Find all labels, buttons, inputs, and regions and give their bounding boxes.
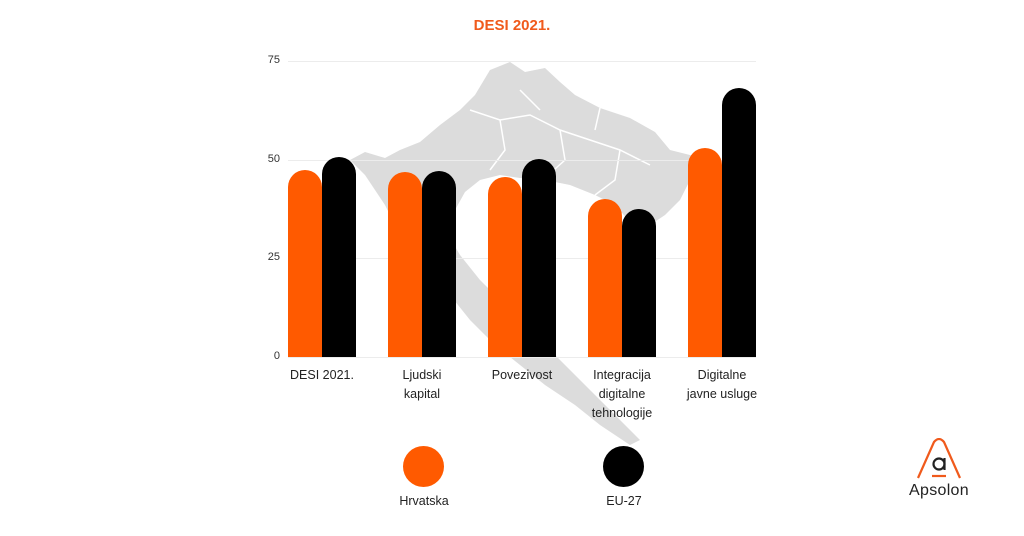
legend-label-eu27: EU-27	[606, 494, 642, 508]
bar-hrvatska-2	[488, 177, 522, 357]
bar-hrvatska-0	[288, 169, 322, 357]
x-axis-label: Ljudski kapital	[402, 368, 442, 401]
bar-eu-27-1	[422, 171, 456, 357]
plot-area	[288, 61, 756, 358]
x-axis-label: Integracija digitalne tehnologije	[591, 368, 653, 420]
bar-eu-27-4	[722, 88, 756, 357]
legend-swatch-hrvatska	[403, 446, 444, 487]
bar-hrvatska-4	[688, 148, 722, 357]
gridline-50	[288, 159, 756, 161]
x-axis-label: Digitalne javne usluge	[686, 368, 758, 401]
bar-eu-27-3	[622, 208, 656, 357]
apsolon-logo-icon	[916, 438, 962, 479]
gridline-0	[288, 357, 756, 358]
bar-eu-27-2	[522, 158, 556, 357]
y-axis-tick: 25	[267, 251, 280, 264]
x-axis-label: Povezivost	[491, 368, 553, 382]
gridline-75	[288, 61, 756, 62]
x-axis-label: DESI 2021.	[290, 368, 354, 382]
legend-label-hrvatska: Hrvatska	[399, 494, 449, 508]
chart-title: DESI 2021.	[473, 17, 551, 34]
bar-hrvatska-1	[388, 171, 422, 357]
y-axis-tick: 75	[267, 54, 280, 66]
apsolon-brand-name: Apsolon	[909, 482, 969, 499]
y-axis-tick: 0	[273, 350, 280, 362]
y-axis-tick: 50	[267, 152, 280, 165]
bar-hrvatska-3	[588, 198, 622, 357]
bar-eu-27-0	[322, 156, 356, 357]
legend-swatch-eu27	[603, 446, 644, 487]
